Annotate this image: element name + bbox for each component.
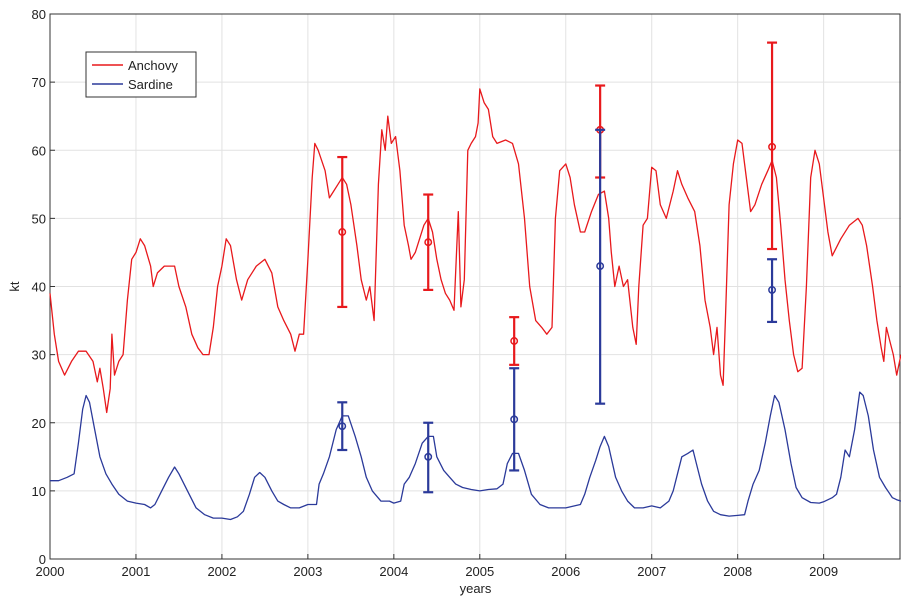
error-bar-sardine	[337, 401, 348, 452]
error-bar-anchovy	[423, 193, 434, 292]
y-tick-label: 0	[39, 552, 46, 567]
y-tick-label: 20	[32, 416, 46, 431]
x-tick-label: 2000	[36, 564, 65, 579]
error-bar-sardine	[767, 258, 778, 324]
legend: Anchovy Sardine	[85, 51, 197, 98]
error-bar-sardine	[595, 128, 606, 405]
legend-box	[85, 51, 197, 98]
x-tick-label: 2008	[723, 564, 752, 579]
x-tick-label: 2001	[121, 564, 150, 579]
series-line-sardine	[50, 391, 901, 521]
error-bar-anchovy	[337, 155, 348, 309]
error-bar-mean-marker	[768, 142, 777, 151]
series-layer	[49, 88, 901, 521]
error-bar-anchovy	[767, 41, 778, 251]
y-axis-ticks: 0 10 20 30 40 50 60 70 80	[32, 7, 55, 567]
y-tick-label: 80	[32, 7, 46, 22]
legend-label-anchovy: Anchovy	[128, 58, 178, 73]
x-tick-label: 2003	[293, 564, 322, 579]
error-bar-mean-marker	[338, 422, 347, 431]
error-bar-mean-marker	[424, 238, 433, 247]
error-bar-mean-marker	[510, 415, 519, 424]
y-tick-label: 60	[32, 143, 46, 158]
error-bar-mean-marker	[510, 337, 519, 345]
error-bar-mean-marker	[596, 262, 605, 271]
x-tick-label: 2004	[379, 564, 408, 579]
legend-label-sardine: Sardine	[128, 77, 173, 92]
y-tick-label: 40	[32, 280, 46, 295]
error-bar-mean-marker	[424, 452, 433, 461]
x-axis-ticks: 2000 2001 2002 2003 2004 2005 2006 2007 2008 2009	[36, 554, 838, 579]
error-bars	[337, 41, 778, 494]
y-tick-label: 70	[32, 75, 46, 90]
series-line-anchovy	[49, 88, 901, 414]
y-axis-label: kt	[7, 281, 22, 292]
x-tick-label: 2006	[551, 564, 580, 579]
error-bar-sardine	[423, 421, 434, 494]
x-tick-label: 2007	[637, 564, 666, 579]
x-axis-label: years	[460, 581, 492, 596]
x-tick-label: 2009	[809, 564, 838, 579]
y-tick-label: 50	[32, 211, 46, 226]
error-bar-mean-marker	[768, 285, 777, 294]
error-bar-sardine	[509, 367, 520, 472]
error-bar-mean-marker	[338, 228, 347, 236]
x-tick-label: 2002	[207, 564, 236, 579]
y-tick-label: 10	[32, 484, 46, 499]
y-tick-label: 30	[32, 348, 46, 363]
x-tick-label: 2005	[465, 564, 494, 579]
error-bar-anchovy	[509, 316, 520, 366]
